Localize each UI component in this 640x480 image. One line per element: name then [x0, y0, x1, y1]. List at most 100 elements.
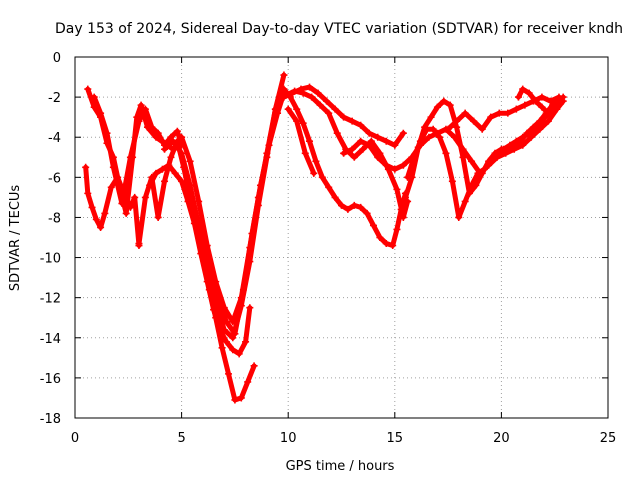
data-point	[293, 117, 301, 125]
data-point	[532, 97, 540, 105]
series-line	[285, 106, 317, 176]
data-point	[325, 109, 333, 117]
data-point	[436, 133, 444, 141]
data-point	[244, 378, 252, 386]
data-point	[523, 129, 531, 137]
data-point	[310, 169, 318, 177]
data-point	[84, 85, 92, 93]
data-point	[312, 157, 320, 165]
data-point	[248, 229, 256, 237]
data-point	[141, 105, 149, 113]
data-point	[197, 234, 205, 241]
data-point	[557, 97, 565, 105]
data-point	[184, 197, 192, 205]
data-point	[297, 85, 305, 93]
y-tick-labels: 0 -2 -4 -6 -8 -10 -12 -14 -16 -18	[40, 51, 61, 427]
data-point	[280, 93, 288, 101]
data-point	[399, 213, 407, 221]
data-point	[231, 396, 239, 404]
data-point	[171, 169, 179, 177]
series-sat-a	[82, 163, 143, 250]
data-point	[382, 161, 390, 169]
data-point	[340, 149, 348, 157]
data-point	[331, 105, 339, 113]
x-tick-label: 10	[280, 431, 297, 446]
data-point	[495, 109, 503, 117]
data-point	[442, 149, 450, 157]
data-point	[425, 133, 433, 141]
data-point	[333, 129, 341, 137]
data-point	[308, 93, 316, 101]
y-tick-label: -8	[48, 211, 61, 226]
axis-ticks	[74, 56, 609, 419]
data-point	[178, 149, 186, 157]
grid	[75, 57, 608, 418]
data-point	[546, 97, 554, 105]
data-point	[399, 129, 407, 137]
data-point	[90, 93, 98, 101]
data-point	[161, 145, 169, 153]
data-point	[517, 137, 525, 145]
data-point	[408, 173, 416, 181]
data-point	[391, 141, 399, 149]
data-point	[84, 189, 92, 197]
data-point	[374, 133, 382, 141]
x-axis-label: GPS time / hours	[286, 459, 395, 474]
data-point	[519, 141, 527, 149]
y-axis-label: SDTVAR / TECUs	[8, 185, 23, 292]
data-point	[146, 181, 154, 189]
data-point	[250, 362, 258, 370]
series-line	[162, 72, 287, 341]
series-sat-h	[188, 89, 288, 338]
data-point	[161, 177, 169, 185]
y-tick-label: -18	[40, 412, 61, 427]
data-point	[318, 173, 326, 181]
data-point	[274, 109, 282, 117]
data-point	[497, 145, 505, 153]
data-point	[178, 133, 186, 141]
data-point	[293, 105, 301, 113]
series-sat-i	[280, 85, 409, 250]
data-point	[521, 101, 529, 109]
data-point	[504, 109, 512, 117]
data-point	[222, 318, 230, 326]
data-point	[389, 242, 397, 250]
data-point	[465, 189, 473, 197]
data-point	[340, 113, 348, 121]
series-sat-o	[401, 93, 567, 201]
data-point	[453, 117, 461, 125]
y-tick-label: -12	[40, 292, 61, 307]
data-point	[350, 201, 358, 209]
data-point	[323, 97, 331, 105]
y-tick-label: -6	[48, 171, 61, 186]
data-point	[97, 109, 105, 117]
data-point	[468, 157, 476, 165]
data-point	[299, 119, 307, 127]
data-point	[92, 215, 100, 223]
data-point	[399, 161, 407, 169]
y-tick-label: -16	[40, 372, 61, 387]
data-point	[478, 169, 486, 177]
plot-frame	[74, 56, 609, 419]
data-point	[369, 221, 377, 229]
data-point	[237, 394, 245, 402]
data-point	[544, 117, 552, 125]
data-point	[551, 105, 559, 113]
data-point	[514, 93, 522, 101]
data-point	[485, 157, 493, 165]
data-point	[510, 141, 518, 149]
data-point	[82, 163, 90, 171]
y-tick-label: -14	[40, 332, 61, 347]
data-point	[453, 123, 461, 131]
data-point	[367, 137, 375, 145]
data-point	[235, 350, 243, 358]
data-point	[357, 203, 365, 211]
data-point	[376, 234, 384, 241]
data-point	[256, 181, 264, 189]
data-point	[239, 286, 247, 294]
data-point	[214, 294, 222, 302]
x-tick-label: 25	[600, 431, 617, 446]
data-point	[154, 213, 162, 221]
data-point	[363, 209, 371, 217]
